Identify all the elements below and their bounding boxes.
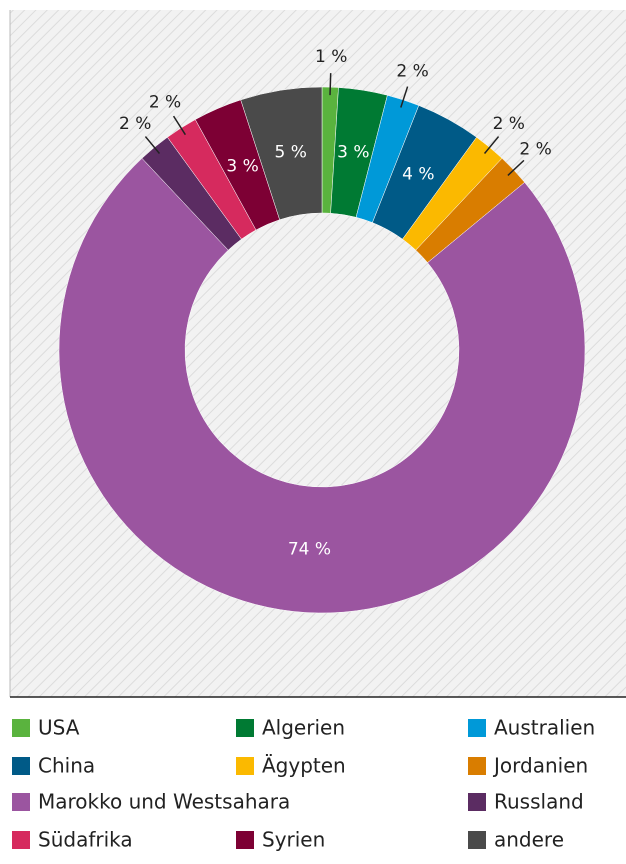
leader-line: [400, 86, 409, 108]
legend-swatch: [236, 719, 254, 737]
legend-swatch: [12, 719, 30, 737]
legend-label: USA: [38, 716, 80, 740]
legend-swatch: [468, 757, 486, 775]
legend-swatch: [12, 793, 30, 811]
data-label: 5 %: [275, 142, 307, 162]
legend-label: Jordanien: [492, 754, 588, 778]
legend-label: Australien: [494, 716, 595, 740]
data-label: 2 %: [396, 61, 428, 81]
leader-line: [329, 73, 332, 96]
legend-swatch: [12, 757, 30, 775]
data-label: 3 %: [226, 156, 258, 176]
data-label: 2 %: [493, 114, 525, 134]
leader-line: [483, 136, 500, 154]
legend-swatch: [12, 831, 30, 849]
legend-label: Ägypten: [262, 754, 346, 778]
legend-swatch: [468, 719, 486, 737]
data-label: 2 %: [149, 93, 181, 113]
leader-line: [144, 136, 161, 154]
donut-slice: [240, 86, 323, 221]
legend-swatch: [236, 757, 254, 775]
leader-line: [172, 115, 186, 136]
legend-label: China: [38, 754, 95, 778]
legend-label: Südafrika: [38, 828, 133, 852]
legend-label: Marokko und Westsahara: [38, 790, 290, 814]
data-label: 1 %: [315, 47, 347, 67]
legend-swatch: [236, 831, 254, 849]
leader-line: [507, 159, 525, 176]
legend-label: Syrien: [262, 828, 325, 852]
data-label: 2 %: [519, 139, 551, 159]
data-label: 3 %: [337, 142, 369, 162]
legend-swatch: [468, 831, 486, 849]
legend-label: andere: [494, 828, 564, 852]
data-label: 2 %: [119, 114, 151, 134]
legend-label: Russland: [494, 790, 584, 814]
legend-label: Algerien: [262, 716, 345, 740]
legend-swatch: [468, 793, 486, 811]
data-label: 4 %: [402, 165, 434, 185]
data-label: 74 %: [288, 540, 331, 560]
donut-slice: [58, 157, 586, 614]
